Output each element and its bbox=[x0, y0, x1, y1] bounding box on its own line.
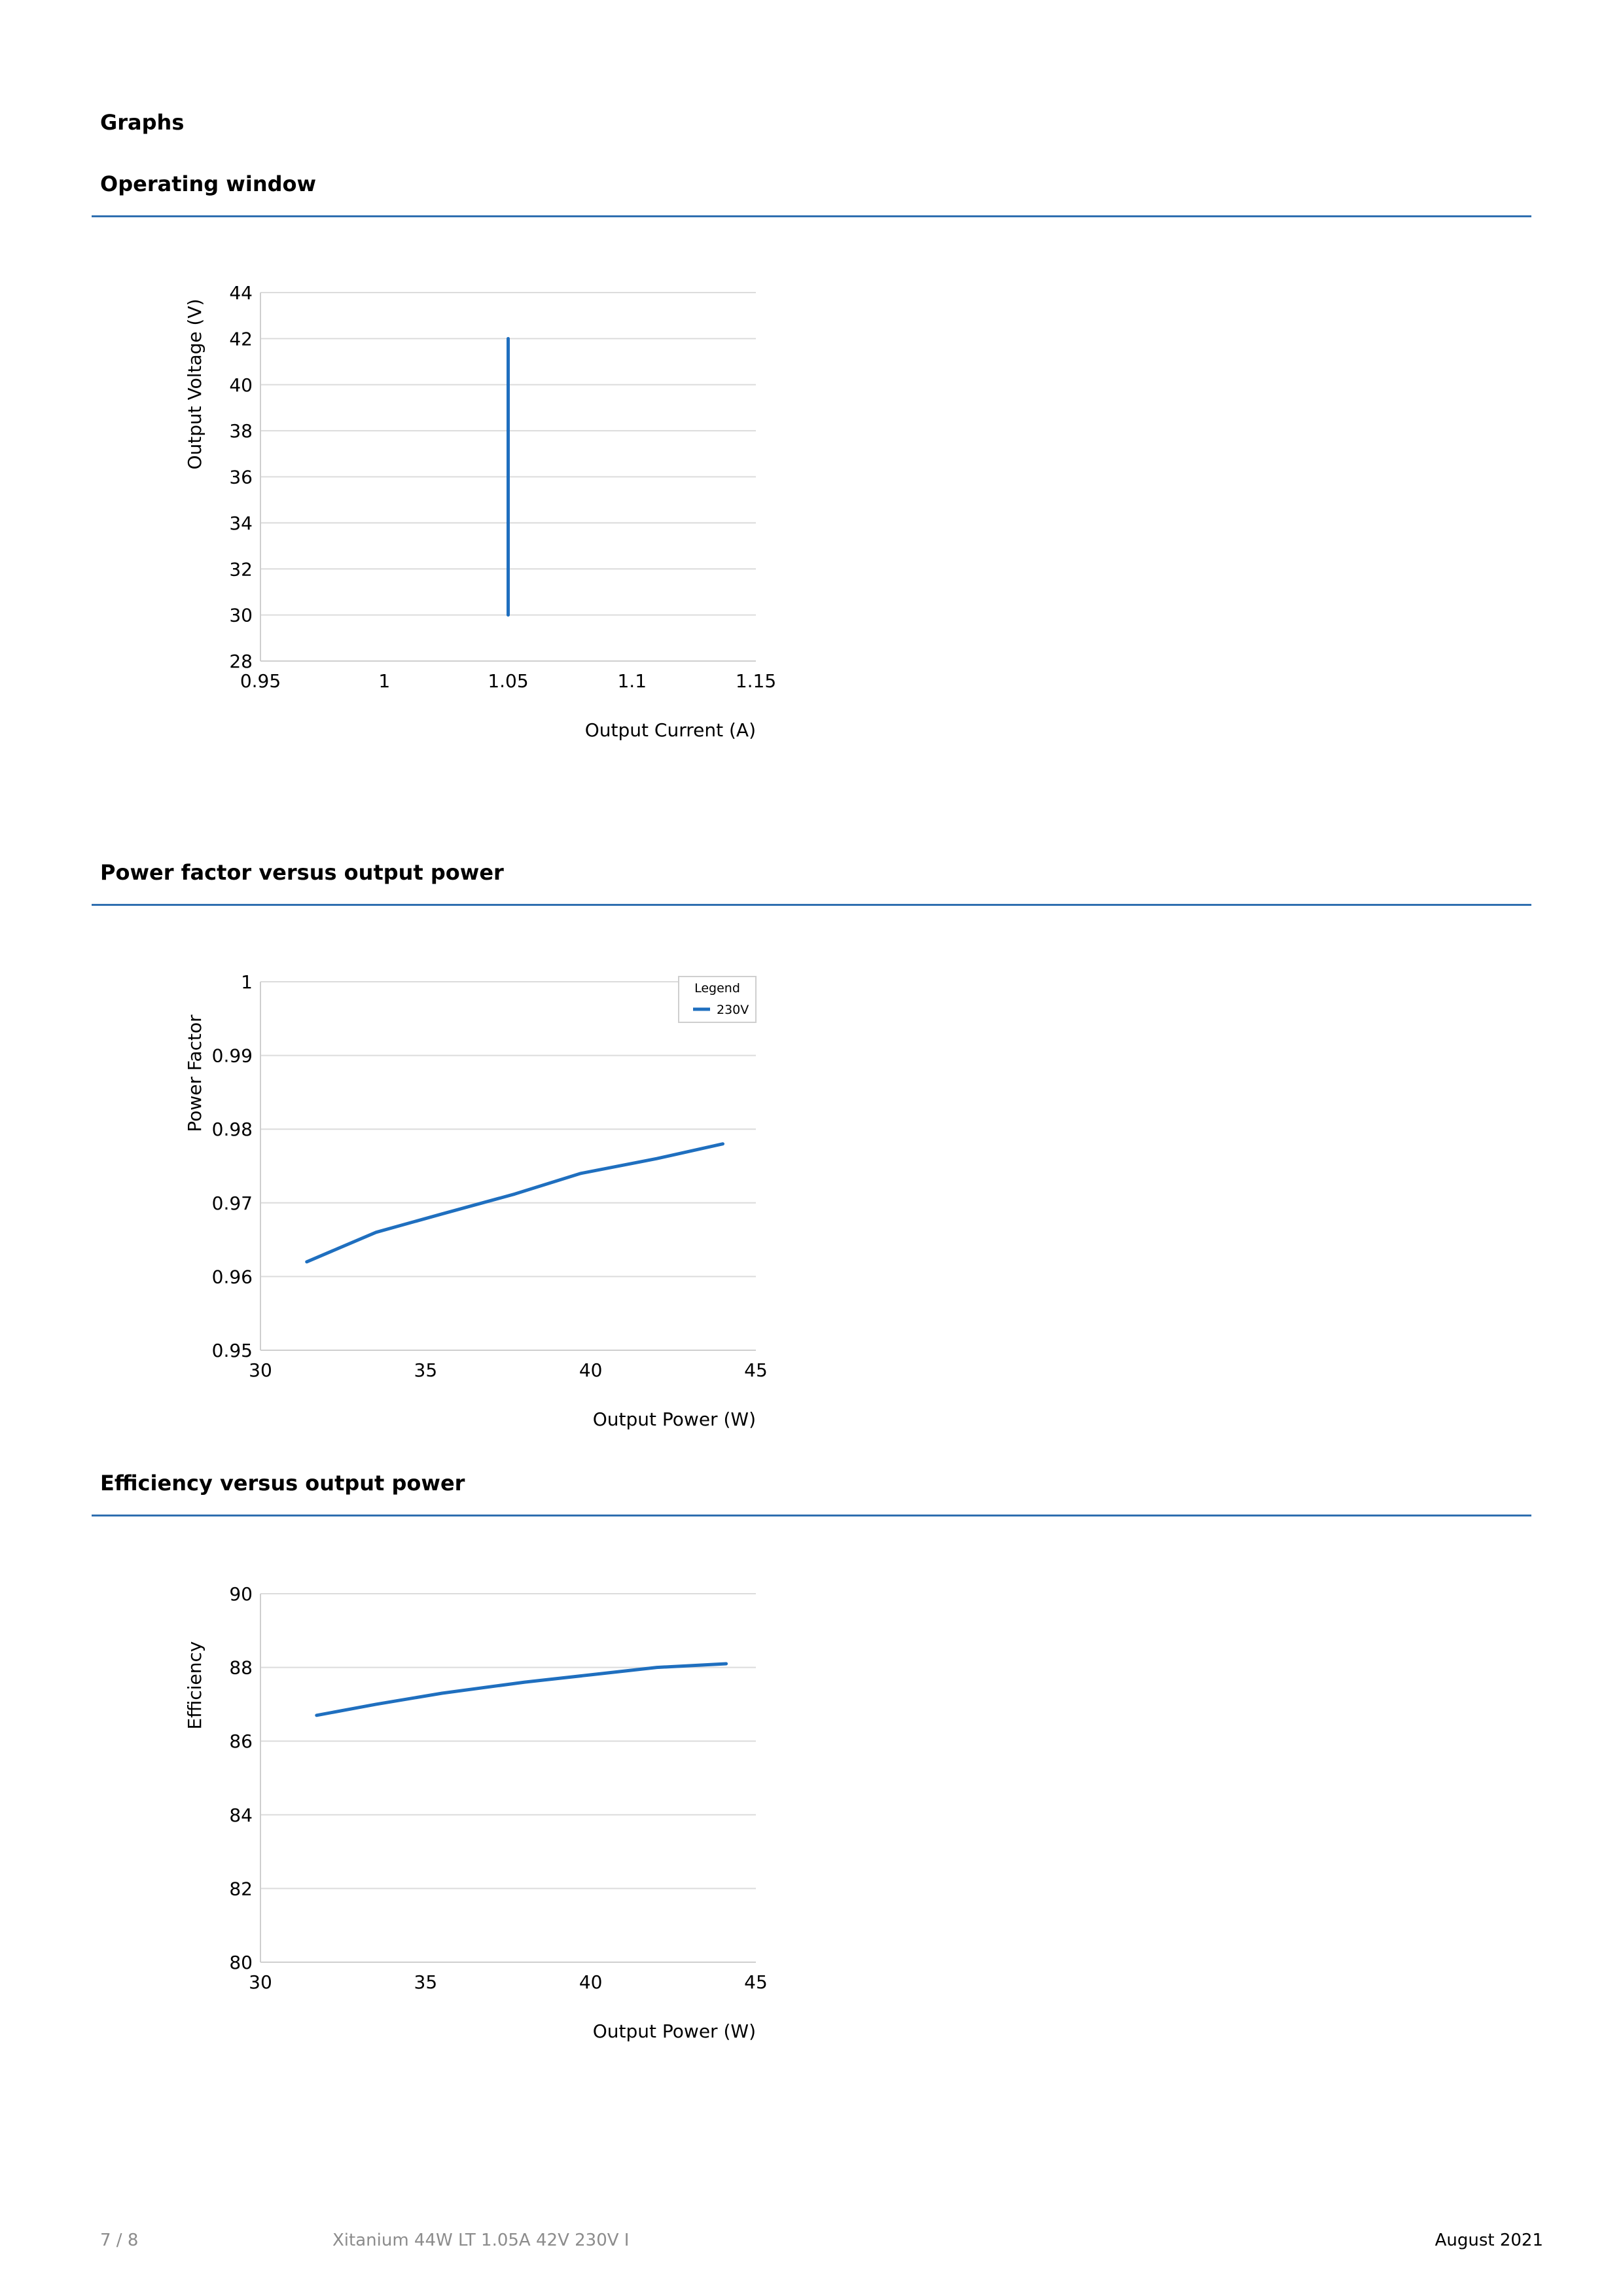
x-tick-label: 45 bbox=[744, 1971, 768, 1993]
y-tick-label: 90 bbox=[229, 1583, 253, 1605]
x-tick-label: 1 bbox=[378, 670, 390, 692]
legend-entry: 230V bbox=[717, 1003, 749, 1017]
operating-window-chart: 28 30 32 34 36 38 40 42 44 0.95 1 1.05 1.1 1.15 Output… bbox=[184, 282, 776, 741]
y-tick-label: 30 bbox=[229, 605, 253, 626]
x-tick-label: 45 bbox=[744, 1359, 768, 1381]
y-tick-label: 38 bbox=[229, 420, 253, 442]
y-axis-label: Power Factor bbox=[184, 1014, 205, 1132]
y-tick-label: 0.96 bbox=[212, 1266, 253, 1287]
x-axis-label: Output Power (W) bbox=[593, 2020, 756, 2042]
x-tick-label: 30 bbox=[249, 1971, 272, 1993]
x-tick-label: 1.1 bbox=[617, 670, 647, 692]
y-tick-label: 84 bbox=[229, 1804, 253, 1826]
x-tick-label: 30 bbox=[249, 1359, 272, 1381]
legend-title: Legend bbox=[694, 981, 740, 996]
series-line bbox=[305, 1142, 724, 1264]
footer-product-name: Xitanium 44W LT 1.05A 42V 230V I bbox=[332, 2231, 630, 2250]
x-tick-label: 35 bbox=[414, 1359, 438, 1381]
y-tick-label: 40 bbox=[229, 374, 253, 396]
y-tick-label: 0.98 bbox=[212, 1119, 253, 1140]
y-tick-label: 0.99 bbox=[212, 1045, 253, 1067]
y-tick-label: 80 bbox=[229, 1952, 253, 1973]
x-tick-label: 40 bbox=[579, 1359, 603, 1381]
footer-date: August 2021 bbox=[1435, 2231, 1543, 2250]
x-tick-label: 40 bbox=[579, 1971, 603, 1993]
y-tick-label: 34 bbox=[229, 512, 253, 534]
x-axis-label: Output Power (W) bbox=[593, 1408, 756, 1430]
efficiency-chart: 80 82 84 86 88 90 30 35 40 45 Output Power (W) Effi… bbox=[184, 1583, 768, 2042]
y-tick-label: 42 bbox=[229, 328, 253, 350]
x-tick-label: 1.15 bbox=[736, 670, 776, 692]
section-divider bbox=[92, 215, 1531, 217]
y-tick-label: 82 bbox=[229, 1878, 253, 1899]
y-tick-label: 1 bbox=[241, 971, 253, 993]
y-tick-label: 0.97 bbox=[212, 1193, 253, 1214]
efficiency-heading: Efficiency versus output power bbox=[100, 1471, 465, 1496]
series-line bbox=[315, 1662, 728, 1717]
y-tick-label: 88 bbox=[229, 1657, 253, 1679]
y-tick-label: 36 bbox=[229, 467, 253, 488]
x-tick-label: 35 bbox=[414, 1971, 438, 1993]
y-tick-label: 44 bbox=[229, 282, 253, 304]
section-divider bbox=[92, 1515, 1531, 1516]
legend-box bbox=[678, 976, 757, 1023]
y-tick-label: 0.95 bbox=[212, 1340, 253, 1361]
operating-window-heading: Operating window bbox=[100, 171, 317, 196]
y-tick-label: 86 bbox=[229, 1731, 253, 1752]
power-factor-chart: 0.95 0.96 0.97 0.98 0.99 1 30 35 40 45 Output Powe… bbox=[184, 971, 768, 1430]
x-tick-label: 0.95 bbox=[240, 670, 281, 692]
y-axis-label: Efficiency bbox=[184, 1641, 205, 1730]
y-axis-label: Output Voltage (V) bbox=[184, 298, 205, 469]
power-factor-heading: Power factor versus output power bbox=[100, 860, 504, 885]
x-tick-label: 1.05 bbox=[488, 670, 528, 692]
y-tick-label: 28 bbox=[229, 651, 253, 672]
section-divider bbox=[92, 904, 1531, 906]
footer-page-number: 7 / 8 bbox=[100, 2231, 139, 2250]
y-tick-label: 32 bbox=[229, 558, 253, 580]
page-section-title: Graphs bbox=[100, 110, 185, 135]
x-axis-label: Output Current (A) bbox=[585, 719, 756, 741]
